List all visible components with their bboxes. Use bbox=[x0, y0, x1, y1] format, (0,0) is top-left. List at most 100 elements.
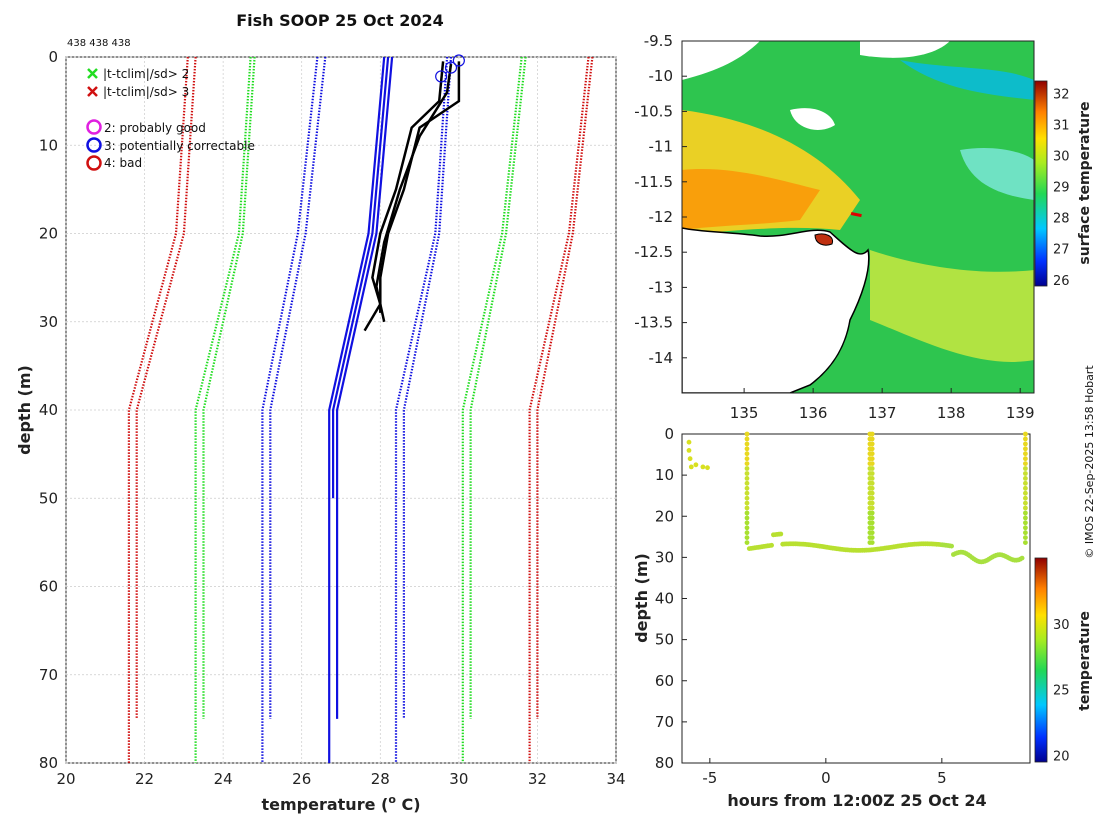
profile-y-tick-80: 80 bbox=[39, 754, 58, 772]
ts-point-18 bbox=[744, 485, 750, 491]
ts-point-88 bbox=[1023, 490, 1028, 496]
legend-flag2-label: 2: probably good bbox=[104, 121, 206, 135]
legend-red-x: |t-tclim|/sd> 3 bbox=[87, 85, 189, 99]
map-y-tick--10: -10 bbox=[649, 67, 674, 85]
ts-point-26 bbox=[744, 525, 750, 531]
ts-point-116 bbox=[778, 531, 784, 537]
ts-point-7 bbox=[744, 431, 750, 437]
sst-colorbar-ticks: 26 27 28 29 30 31 32 bbox=[1053, 87, 1070, 288]
green-x-marker-icon bbox=[87, 68, 98, 79]
sst-colorbar-tick-30: 30 bbox=[1053, 150, 1070, 165]
legend-green-x-label: |t-tclim|/sd> 2 bbox=[103, 67, 189, 81]
ts-point-25 bbox=[744, 520, 750, 526]
ts-point-98 bbox=[1023, 540, 1028, 545]
ts-y-tick-40: 40 bbox=[655, 590, 674, 608]
ts-point-23 bbox=[744, 510, 750, 516]
ts-y-tick-60: 60 bbox=[655, 672, 674, 690]
ts-point-111 bbox=[769, 542, 774, 548]
map-y-tick--11: -11 bbox=[649, 138, 674, 156]
profile-x-tick-32: 32 bbox=[528, 770, 547, 788]
profile-series-5 bbox=[269, 56, 327, 719]
ts-point-66 bbox=[869, 495, 875, 501]
map-x-tick-139: 139 bbox=[1006, 404, 1035, 422]
profile-y-tick-10: 10 bbox=[39, 136, 58, 154]
sst-yellowgreen-band bbox=[870, 250, 1034, 362]
ts-point-78 bbox=[1023, 441, 1028, 447]
map-y-tick--13: -13 bbox=[649, 278, 674, 296]
ts-point-65 bbox=[869, 490, 875, 496]
profile-x-tick-30: 30 bbox=[449, 770, 468, 788]
ship-track bbox=[850, 212, 862, 218]
ts-point-63 bbox=[869, 480, 875, 486]
ts-point-15 bbox=[744, 471, 750, 476]
sst-cloud-3 bbox=[790, 108, 835, 130]
magenta-circle-icon bbox=[86, 119, 102, 135]
profile-x-tick-20: 20 bbox=[56, 770, 75, 788]
time-series-chart: -5 0 5 0 10 20 30 40 50 60 70 80 hours from 12:00Z… bbox=[632, 425, 1093, 810]
ts-point-67 bbox=[869, 500, 875, 506]
profile-series-13 bbox=[528, 56, 590, 763]
profile-series-7 bbox=[332, 56, 390, 499]
ts-point-24 bbox=[744, 515, 750, 521]
ts-point-12 bbox=[744, 456, 750, 462]
profile-series-11 bbox=[461, 56, 523, 763]
ts-point-89 bbox=[1023, 495, 1028, 501]
time-series-points bbox=[686, 431, 1028, 565]
profile-x-tick-26: 26 bbox=[292, 770, 311, 788]
ts-point-16 bbox=[744, 476, 750, 481]
profile-series-0 bbox=[127, 56, 189, 763]
legend-flag2: 2: probably good bbox=[86, 119, 206, 135]
ts-point-69 bbox=[869, 510, 875, 516]
ts-point-93 bbox=[1023, 515, 1028, 521]
profile-x-ticks: 20 22 24 26 28 30 32 34 bbox=[56, 770, 625, 788]
ts-point-11 bbox=[744, 451, 750, 457]
sst-colorbar-tick-32: 32 bbox=[1053, 87, 1070, 102]
ts-point-76 bbox=[1023, 431, 1028, 437]
temperature-colorbar bbox=[1034, 557, 1048, 763]
ts-point-29 bbox=[744, 540, 750, 545]
sst-map-field bbox=[682, 41, 1034, 393]
sst-colorbar-tick-31: 31 bbox=[1053, 118, 1070, 133]
profile-y-tick-60: 60 bbox=[39, 578, 58, 596]
profile-y-label: depth (m) bbox=[15, 365, 34, 455]
ts-x-tick-5: 5 bbox=[937, 769, 947, 787]
ts-point-13 bbox=[744, 461, 750, 466]
profile-series-10 bbox=[402, 56, 453, 719]
credit: © IMOS 22-Sep-2025 13:58 Hobart bbox=[1083, 365, 1096, 559]
ts-point-8 bbox=[744, 436, 750, 442]
sst-map: 135 136 137 138 139 -9.5-10-10.5-11-11.5-12-… bbox=[634, 32, 1093, 422]
ts-point-72 bbox=[869, 525, 875, 531]
island bbox=[814, 233, 834, 246]
ts-point-14 bbox=[744, 466, 750, 471]
profile-x-tick-24: 24 bbox=[214, 770, 233, 788]
ts-x-tick-0: 0 bbox=[821, 769, 831, 787]
ts-point-95 bbox=[1023, 525, 1028, 531]
profile-series-1 bbox=[135, 56, 197, 719]
sst-colorbar bbox=[1034, 80, 1048, 287]
flag-circle-1 bbox=[444, 61, 458, 74]
legend: |t-tclim|/sd> 2 |t-tclim|/sd> 3 2: proba… bbox=[86, 67, 255, 171]
ts-point-81 bbox=[1023, 456, 1028, 462]
ts-y-tick-50: 50 bbox=[655, 631, 674, 649]
ts-point-208 bbox=[949, 543, 954, 549]
map-x-tick-137: 137 bbox=[868, 404, 897, 422]
ts-point-64 bbox=[869, 485, 875, 491]
blue-circle-icon bbox=[86, 137, 102, 153]
ts-x-label: hours from 12:00Z 25 Oct 24 bbox=[727, 791, 986, 810]
ts-point-246 bbox=[1019, 555, 1025, 561]
ts-point-55 bbox=[869, 441, 875, 447]
profile-x-tick-34: 34 bbox=[606, 770, 625, 788]
profile-series-14 bbox=[536, 56, 594, 719]
ts-point-59 bbox=[869, 461, 875, 466]
legend-flag4-label: 4: bad bbox=[104, 156, 142, 170]
profile-plot-area bbox=[65, 56, 617, 764]
ts-point-92 bbox=[1023, 510, 1028, 516]
profile-y-tick-30: 30 bbox=[39, 313, 58, 331]
sst-cloud-1 bbox=[682, 41, 760, 80]
sst-cool-strip bbox=[900, 60, 1034, 100]
red-x-marker-icon bbox=[87, 86, 98, 97]
sst-colorbar-tick-29: 29 bbox=[1053, 181, 1070, 196]
ts-point-97 bbox=[1023, 535, 1028, 540]
ts-point-57 bbox=[869, 451, 875, 457]
ts-point-6 bbox=[705, 465, 710, 471]
